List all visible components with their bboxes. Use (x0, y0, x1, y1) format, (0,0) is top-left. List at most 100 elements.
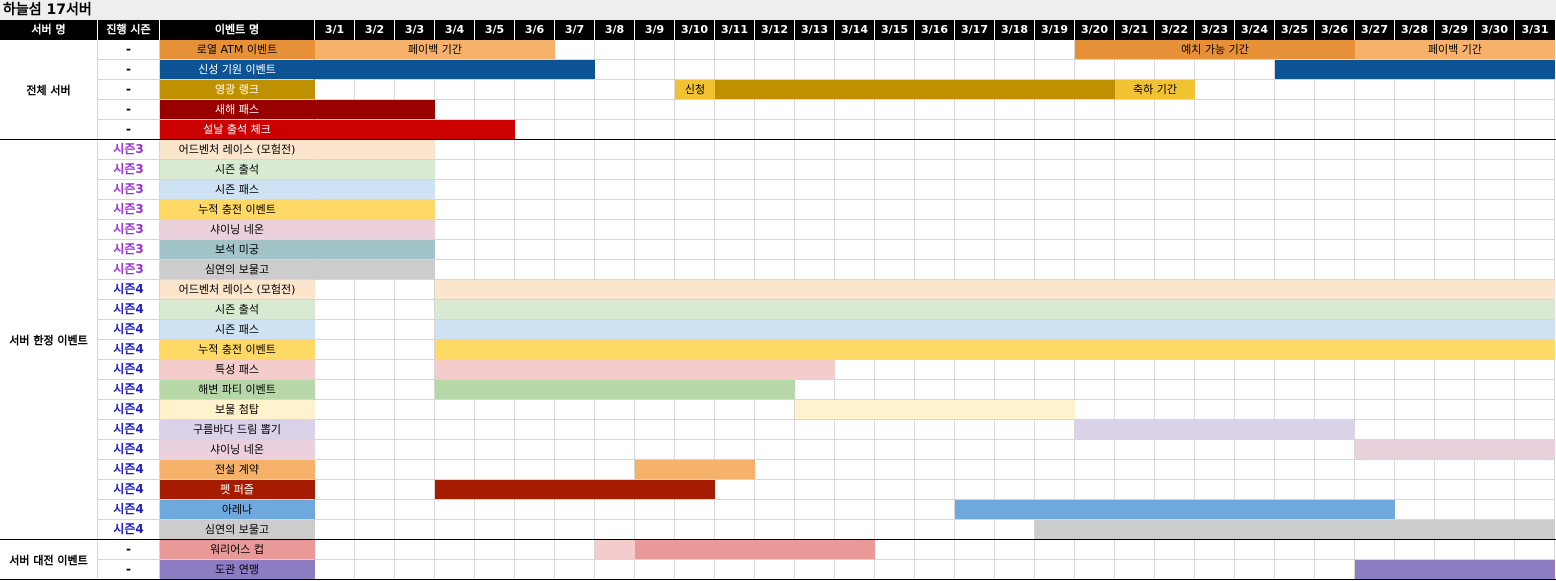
day-cell[interactable] (1115, 360, 1155, 380)
day-cell[interactable] (875, 100, 915, 120)
day-cell[interactable] (1235, 100, 1275, 120)
day-cell[interactable] (1515, 540, 1555, 560)
day-cell[interactable] (1515, 140, 1555, 160)
day-cell[interactable] (1395, 400, 1435, 420)
day-cell[interactable] (1155, 160, 1195, 180)
day-cell[interactable] (1155, 440, 1195, 460)
day-cell[interactable] (1195, 220, 1235, 240)
day-cell[interactable] (515, 420, 555, 440)
day-cell[interactable] (395, 540, 435, 560)
day-cell[interactable] (1115, 260, 1155, 280)
day-cell[interactable] (555, 440, 595, 460)
day-cell[interactable] (915, 220, 955, 240)
day-cell[interactable] (915, 540, 955, 560)
day-cell[interactable] (915, 560, 955, 580)
day-cell[interactable] (755, 260, 795, 280)
day-cell[interactable] (595, 260, 635, 280)
day-cell[interactable] (1035, 200, 1075, 220)
day-cell[interactable] (1035, 420, 1075, 440)
day-cell[interactable] (1315, 400, 1355, 420)
day-cell[interactable] (995, 260, 1035, 280)
day-cell[interactable] (315, 420, 355, 440)
day-cell[interactable] (515, 440, 555, 460)
day-cell[interactable] (595, 40, 635, 60)
day-cell[interactable] (1355, 260, 1395, 280)
day-cell[interactable] (875, 380, 915, 400)
day-cell[interactable] (715, 400, 755, 420)
day-cell[interactable] (995, 540, 1035, 560)
day-cell[interactable] (1035, 100, 1075, 120)
day-cell[interactable] (555, 160, 595, 180)
day-cell[interactable] (1195, 140, 1235, 160)
day-cell[interactable] (555, 560, 595, 580)
day-cell[interactable] (515, 520, 555, 540)
day-cell[interactable] (1355, 360, 1395, 380)
day-cell[interactable] (915, 180, 955, 200)
day-cell[interactable] (1235, 220, 1275, 240)
day-cell[interactable] (675, 500, 715, 520)
day-cell[interactable] (555, 100, 595, 120)
day-cell[interactable] (1515, 160, 1555, 180)
day-cell[interactable] (995, 140, 1035, 160)
day-cell[interactable] (755, 160, 795, 180)
day-cell[interactable] (1195, 160, 1235, 180)
day-cell[interactable] (675, 180, 715, 200)
day-cell[interactable] (675, 100, 715, 120)
day-cell[interactable] (915, 380, 955, 400)
day-cell[interactable] (1235, 440, 1275, 460)
day-cell[interactable] (555, 400, 595, 420)
day-cell[interactable] (795, 160, 835, 180)
day-cell[interactable] (915, 360, 955, 380)
day-cell[interactable] (1235, 160, 1275, 180)
day-cell[interactable] (1115, 160, 1155, 180)
day-cell[interactable] (395, 440, 435, 460)
day-cell[interactable] (875, 200, 915, 220)
day-cell[interactable] (795, 60, 835, 80)
day-cell[interactable] (1075, 560, 1115, 580)
day-cell[interactable] (435, 540, 475, 560)
day-cell[interactable] (355, 560, 395, 580)
day-cell[interactable] (995, 560, 1035, 580)
day-cell[interactable] (1035, 560, 1075, 580)
day-cell[interactable] (515, 560, 555, 580)
day-cell[interactable] (1035, 480, 1075, 500)
day-cell[interactable] (1075, 160, 1115, 180)
day-cell[interactable] (835, 520, 875, 540)
day-cell[interactable] (1235, 360, 1275, 380)
day-cell[interactable] (755, 560, 795, 580)
day-cell[interactable] (435, 440, 475, 460)
day-cell[interactable] (1395, 540, 1435, 560)
day-cell[interactable] (1115, 560, 1155, 580)
day-cell[interactable] (555, 180, 595, 200)
day-cell[interactable] (915, 260, 955, 280)
day-cell[interactable] (795, 500, 835, 520)
day-cell[interactable] (1435, 500, 1475, 520)
day-cell[interactable] (675, 200, 715, 220)
day-cell[interactable] (955, 380, 995, 400)
day-cell[interactable] (1115, 440, 1155, 460)
day-cell[interactable] (715, 60, 755, 80)
day-cell[interactable] (355, 320, 395, 340)
day-cell[interactable] (1115, 460, 1155, 480)
day-cell[interactable] (1395, 360, 1435, 380)
day-cell[interactable] (1275, 360, 1315, 380)
day-cell[interactable] (315, 460, 355, 480)
day-cell[interactable] (835, 500, 875, 520)
day-cell[interactable] (1235, 260, 1275, 280)
day-cell[interactable] (1195, 400, 1235, 420)
day-cell[interactable] (995, 240, 1035, 260)
day-cell[interactable] (795, 220, 835, 240)
day-cell[interactable] (515, 220, 555, 240)
day-cell[interactable] (595, 520, 635, 540)
day-cell[interactable] (1195, 180, 1235, 200)
day-cell[interactable] (1195, 260, 1235, 280)
day-cell[interactable] (955, 540, 995, 560)
day-cell[interactable] (1475, 100, 1515, 120)
day-cell[interactable] (1315, 140, 1355, 160)
day-cell[interactable] (355, 300, 395, 320)
day-cell[interactable] (315, 340, 355, 360)
day-cell[interactable] (435, 460, 475, 480)
day-cell[interactable] (475, 460, 515, 480)
day-cell[interactable] (595, 100, 635, 120)
day-cell[interactable] (1315, 560, 1355, 580)
